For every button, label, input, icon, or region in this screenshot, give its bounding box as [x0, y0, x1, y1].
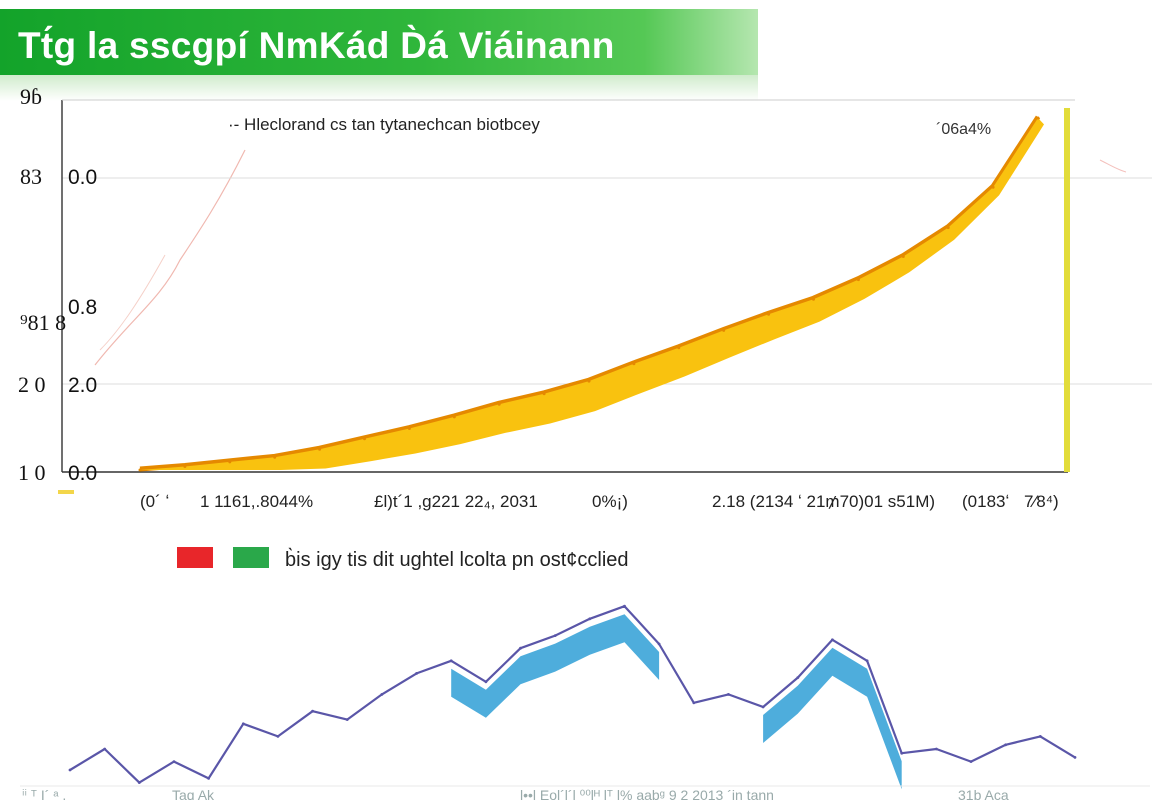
- line-point: [172, 760, 176, 763]
- line-point: [241, 722, 245, 726]
- line-point: [969, 760, 973, 763]
- area-point: [991, 185, 995, 189]
- peak-value-label: ´06a4%: [936, 121, 991, 138]
- line-point: [623, 604, 626, 608]
- line-point: [1038, 735, 1042, 738]
- line-point: [345, 718, 349, 721]
- x-tick-label: £l)t´1 ,ɡ221 22₄, 2031: [374, 492, 538, 511]
- line-point: [484, 680, 488, 684]
- line-point: [588, 617, 592, 621]
- area-point: [632, 362, 636, 366]
- line-point: [311, 709, 314, 713]
- line-point: [276, 735, 280, 738]
- line-chart-fill: [451, 614, 660, 718]
- line-point: [1073, 756, 1077, 759]
- line-point: [657, 642, 661, 646]
- x-tick-label: 1 1161,.8044%: [200, 492, 313, 511]
- line-point: [449, 659, 453, 663]
- area-point: [677, 346, 681, 350]
- marker-line: [1064, 108, 1070, 472]
- legend-swatch-green: [233, 547, 269, 568]
- area-point: [228, 460, 232, 464]
- chart-title: Tt́g la sscgpí NmKád D̀á Viáinann: [18, 25, 615, 66]
- area-point: [587, 379, 591, 383]
- x-tick-label: 7⁄8⁴): [1024, 492, 1059, 511]
- line-point: [415, 672, 418, 675]
- footer-text: ⁱⁱ ᵀ I´ ᵃ ,: [22, 787, 66, 800]
- area-point: [767, 312, 771, 316]
- line-chart-fill: [763, 647, 902, 790]
- line-point: [103, 747, 107, 751]
- area-point: [946, 226, 950, 230]
- line-point: [68, 768, 72, 772]
- area-point: [363, 437, 366, 441]
- area-point: [407, 427, 411, 430]
- y-tick-label-inner: 0.0: [68, 462, 97, 485]
- x-tick-label: 2.18 (2134 ʻ 21₥70)01 s51M): [712, 492, 935, 511]
- line-point: [207, 777, 211, 780]
- area-point: [497, 402, 501, 406]
- background-sketch-line: [94, 149, 246, 366]
- area-point: [273, 455, 277, 459]
- background-sketch-line: [99, 254, 166, 351]
- area-series-points: [138, 116, 1040, 472]
- area-series: [140, 118, 1044, 470]
- chart-grid: [62, 177, 1152, 385]
- legend-swatch-red: [177, 547, 213, 568]
- y-tick-label-outer: 83: [20, 164, 42, 189]
- line-point: [692, 701, 696, 705]
- area-point: [1036, 116, 1040, 120]
- y-tick-label-inner: 0.8: [68, 296, 97, 319]
- background-sketch-line: [1099, 159, 1127, 173]
- line-point: [796, 676, 800, 679]
- line-point: [380, 693, 384, 696]
- line-point: [1004, 743, 1008, 747]
- line-series: [69, 605, 1076, 784]
- line-point: [727, 693, 730, 696]
- chart-annotation: ·- Hleclorand cs tan tytanechcan biotbce…: [228, 115, 540, 134]
- line-point: [553, 634, 557, 637]
- title-banner: Tt́g la sscgpí NmKád D̀á Viáinann: [0, 9, 758, 75]
- axis-corner-mark: [58, 490, 74, 494]
- area-series-edge: [139, 115, 1041, 472]
- line-point: [900, 751, 904, 755]
- area-point: [722, 328, 726, 332]
- x-tick-label: (0183ʻ: [962, 492, 1009, 511]
- line-point: [519, 646, 522, 650]
- y-tick-label-inner: 2.0: [68, 374, 97, 397]
- legend-text: b̀is igy tis dit ughtel lcolta pn ost¢cc…: [285, 548, 629, 571]
- footer-text: l••l Eol´l´l ⁰⁰lᴴ lᵀ l% aabᵍ 9 2 2013 ´i…: [520, 787, 774, 800]
- x-tick-label: (0´ ʻ: [140, 492, 169, 511]
- line-point: [137, 781, 141, 784]
- y-tick-label-outer: ⁹81 8: [20, 310, 66, 335]
- line-point: [935, 747, 938, 751]
- line-point: [865, 659, 869, 663]
- area-point: [856, 278, 860, 282]
- footer-text: 31b Aca: [958, 787, 1009, 800]
- title-banner-shadow: [0, 75, 758, 101]
- area-point: [542, 392, 546, 396]
- area-point: [183, 465, 187, 468]
- x-tick-label: 0%¡): [592, 492, 628, 511]
- area-point: [138, 468, 142, 472]
- area-point: [901, 255, 905, 258]
- footer-text: Taq Ak: [172, 787, 215, 800]
- area-point: [812, 297, 815, 301]
- line-point: [761, 705, 765, 709]
- y-tick-label-inner: 0.0: [68, 166, 97, 189]
- y-tick-label-outer: 2 0: [18, 372, 46, 397]
- area-point: [318, 447, 322, 451]
- lower-line-chart: [68, 604, 1077, 790]
- y-tick-label-outer: 9ɓ: [20, 84, 42, 109]
- line-point: [831, 638, 834, 642]
- area-point: [452, 415, 456, 419]
- y-tick-label-outer: 1 0: [18, 460, 46, 485]
